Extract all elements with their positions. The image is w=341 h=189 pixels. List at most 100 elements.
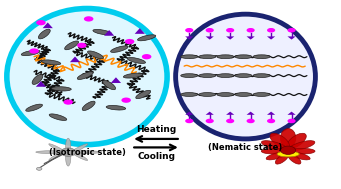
Circle shape (267, 28, 275, 33)
Ellipse shape (253, 93, 270, 96)
Ellipse shape (235, 74, 252, 77)
Polygon shape (185, 36, 193, 40)
Circle shape (142, 54, 151, 59)
Circle shape (63, 99, 73, 105)
Ellipse shape (123, 73, 143, 78)
Ellipse shape (88, 51, 103, 59)
Ellipse shape (289, 141, 315, 150)
Ellipse shape (253, 74, 270, 77)
Ellipse shape (270, 133, 290, 149)
Circle shape (206, 119, 214, 123)
Ellipse shape (287, 153, 301, 164)
Polygon shape (111, 77, 121, 83)
Ellipse shape (276, 153, 289, 164)
Ellipse shape (199, 55, 216, 59)
Ellipse shape (181, 74, 198, 77)
Ellipse shape (65, 148, 71, 166)
Polygon shape (43, 22, 53, 28)
Circle shape (247, 119, 255, 123)
Circle shape (125, 39, 134, 44)
Ellipse shape (49, 144, 68, 155)
Ellipse shape (51, 87, 71, 91)
Ellipse shape (65, 138, 71, 156)
Ellipse shape (110, 46, 128, 52)
Ellipse shape (65, 41, 78, 50)
Ellipse shape (253, 55, 270, 59)
Ellipse shape (262, 141, 287, 150)
Ellipse shape (235, 93, 252, 96)
Ellipse shape (199, 74, 216, 77)
Ellipse shape (261, 148, 287, 154)
Circle shape (36, 167, 42, 170)
Ellipse shape (36, 151, 68, 154)
Ellipse shape (181, 93, 198, 96)
Ellipse shape (32, 74, 43, 84)
Circle shape (226, 119, 234, 123)
Circle shape (121, 98, 131, 103)
Polygon shape (135, 28, 145, 34)
Polygon shape (267, 36, 275, 40)
Circle shape (84, 16, 93, 22)
Ellipse shape (93, 29, 112, 35)
Ellipse shape (266, 152, 287, 160)
Ellipse shape (49, 114, 67, 120)
Circle shape (36, 20, 46, 25)
Ellipse shape (217, 74, 234, 77)
Polygon shape (70, 57, 80, 62)
Text: Cooling: Cooling (137, 152, 175, 161)
Ellipse shape (42, 60, 61, 65)
Polygon shape (247, 36, 255, 40)
Ellipse shape (103, 80, 116, 90)
Ellipse shape (68, 144, 88, 155)
Circle shape (226, 28, 234, 33)
Ellipse shape (217, 55, 234, 59)
Text: (Isotropic state): (Isotropic state) (48, 148, 125, 157)
Ellipse shape (68, 151, 101, 154)
Polygon shape (287, 112, 296, 115)
Ellipse shape (77, 72, 93, 79)
Polygon shape (206, 36, 214, 40)
Ellipse shape (289, 152, 310, 160)
Ellipse shape (68, 150, 88, 160)
Polygon shape (206, 112, 214, 115)
Ellipse shape (280, 129, 296, 147)
Ellipse shape (7, 9, 167, 145)
Polygon shape (287, 36, 296, 40)
Ellipse shape (82, 101, 95, 111)
Polygon shape (104, 30, 114, 36)
Ellipse shape (176, 14, 315, 139)
Ellipse shape (290, 148, 315, 154)
Polygon shape (226, 112, 234, 115)
Text: Heating: Heating (136, 125, 176, 134)
Circle shape (77, 43, 87, 48)
Polygon shape (36, 81, 46, 87)
Ellipse shape (26, 104, 43, 111)
Ellipse shape (217, 93, 234, 96)
Ellipse shape (49, 150, 68, 160)
Circle shape (281, 146, 296, 154)
Ellipse shape (137, 35, 156, 41)
Polygon shape (185, 112, 193, 115)
Ellipse shape (199, 93, 216, 96)
Ellipse shape (277, 151, 299, 157)
Ellipse shape (181, 55, 198, 59)
Ellipse shape (136, 90, 151, 99)
Ellipse shape (127, 57, 146, 64)
Circle shape (185, 119, 193, 123)
Circle shape (287, 28, 296, 33)
Circle shape (287, 119, 296, 123)
Circle shape (247, 28, 255, 33)
Polygon shape (267, 112, 275, 115)
Ellipse shape (235, 55, 252, 59)
Circle shape (185, 28, 193, 33)
Circle shape (206, 28, 214, 33)
Polygon shape (226, 36, 234, 40)
Polygon shape (247, 112, 255, 115)
Ellipse shape (287, 133, 306, 149)
Ellipse shape (39, 29, 50, 39)
Circle shape (267, 119, 275, 123)
Ellipse shape (21, 50, 40, 56)
Text: (Nematic state): (Nematic state) (208, 143, 283, 152)
Circle shape (61, 148, 76, 156)
Ellipse shape (106, 105, 126, 110)
